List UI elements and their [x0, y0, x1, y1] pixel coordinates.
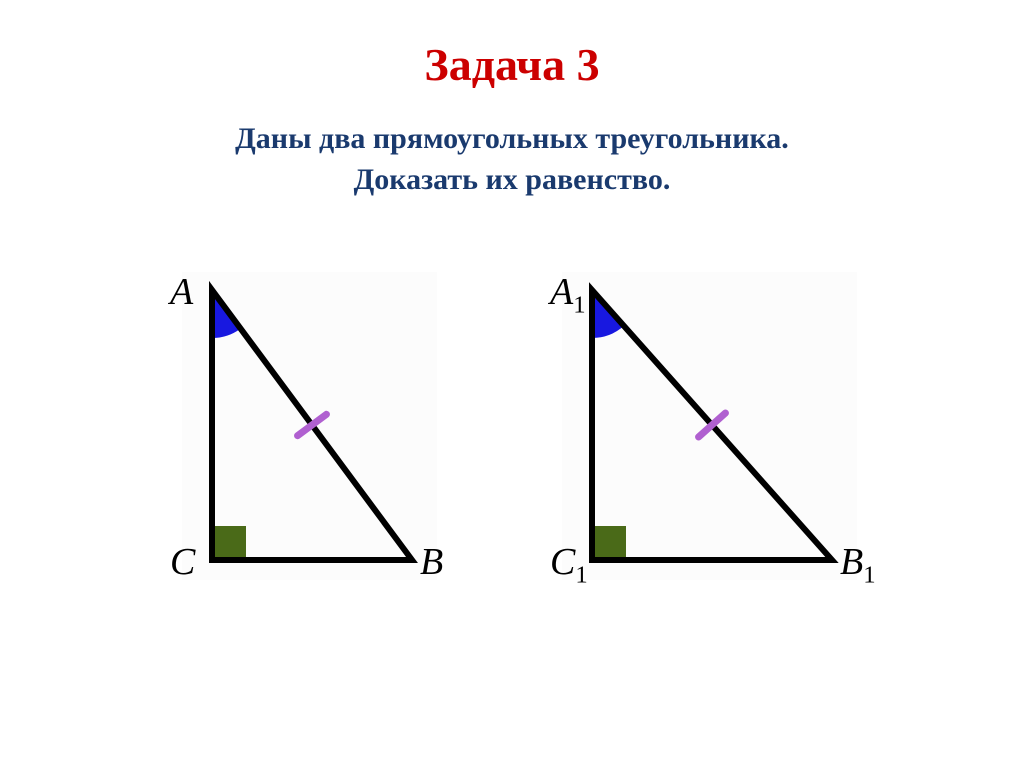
vertex-label-c: C — [170, 540, 195, 584]
triangle-svg — [152, 260, 452, 600]
subtitle-line1: Даны два прямоугольных треугольника. — [235, 122, 789, 155]
right-angle-marker — [592, 526, 626, 560]
subtitle: Даны два прямоугольных треугольника. Док… — [0, 119, 1024, 200]
title-text: Задача 3 — [424, 39, 599, 90]
vertex-label-a: A1 — [550, 270, 586, 320]
right-angle-marker — [212, 526, 246, 560]
triangle-left: A C B — [152, 260, 452, 600]
vertex-label-b: B1 — [840, 540, 876, 590]
vertex-label-a: A — [170, 270, 193, 314]
triangle-right: A1C1B1 — [532, 260, 872, 600]
vertex-label-b: B — [420, 540, 443, 584]
diagram-container: A C B A1 C1 B1 — [0, 260, 1024, 600]
subtitle-line2: Доказать их равенство. — [354, 163, 671, 196]
vertex-label-c: C1 — [550, 540, 588, 590]
page-title: Задача 3 — [0, 0, 1024, 91]
